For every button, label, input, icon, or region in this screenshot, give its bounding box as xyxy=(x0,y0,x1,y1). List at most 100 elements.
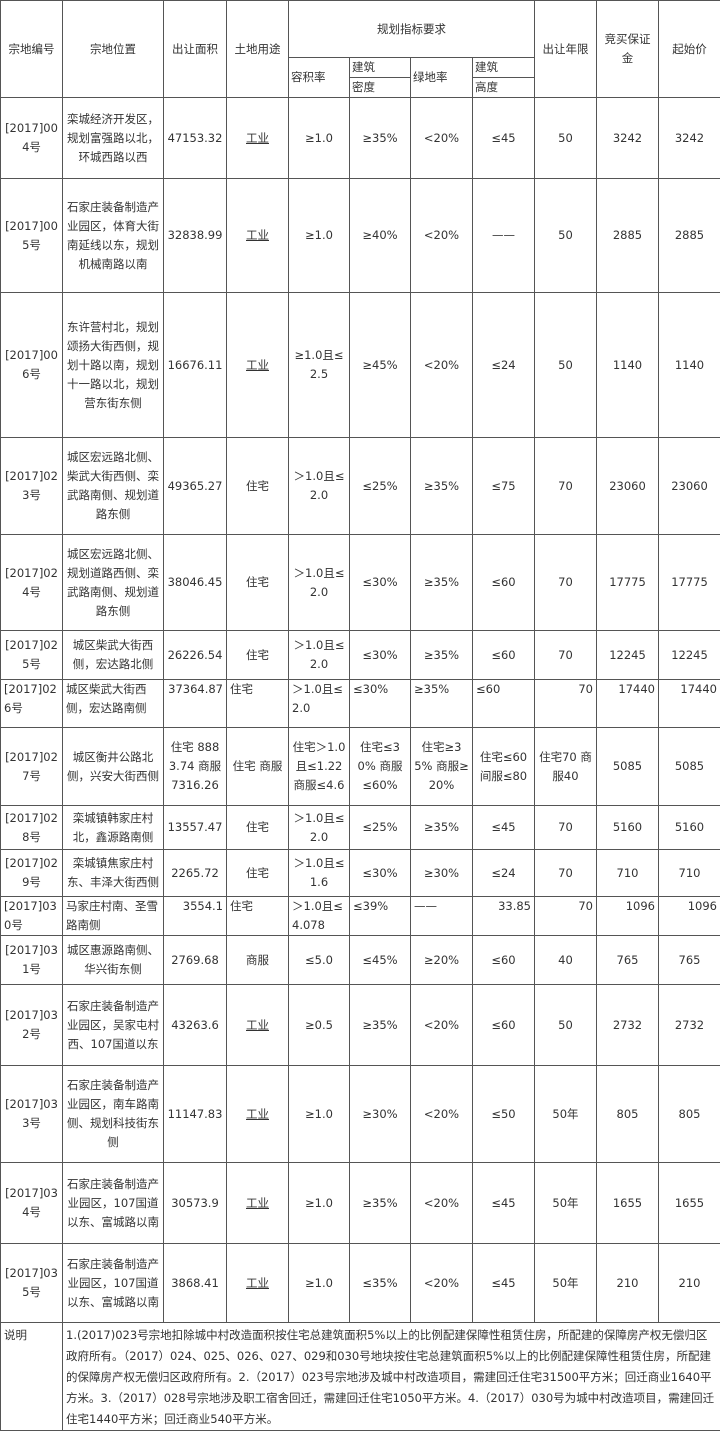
cell-green: <20% xyxy=(411,985,473,1066)
cell-id: [2017]032号 xyxy=(1,985,63,1066)
cell-price: 12245 xyxy=(659,631,720,680)
cell-id: [2017]006号 xyxy=(1,293,63,438)
cell-use: 工业 xyxy=(227,985,289,1066)
cell-use: 住宅 商服 xyxy=(227,728,289,806)
cell-deposit: 17775 xyxy=(597,535,659,631)
cell-use: 工业 xyxy=(227,293,289,438)
cell-id: [2017]027号 xyxy=(1,728,63,806)
cell-price: 765 xyxy=(659,936,720,985)
cell-green: <20% xyxy=(411,179,473,293)
cell-price: 2732 xyxy=(659,985,720,1066)
header-deposit: 竞买保证金 xyxy=(597,1,659,98)
cell-density: ≤30% xyxy=(350,680,411,728)
cell-density: ≤30% xyxy=(350,535,411,631)
cell-height: —— xyxy=(473,179,535,293)
cell-area: 32838.99 xyxy=(164,179,227,293)
header-area: 出让面积 xyxy=(164,1,227,98)
cell-far: ≤5.0 xyxy=(289,936,350,985)
cell-term: 住宅70 商服40 xyxy=(535,728,597,806)
cell-green: ≥20% xyxy=(411,936,473,985)
cell-id: [2017]035号 xyxy=(1,1244,63,1323)
cell-height: ≤45 xyxy=(473,98,535,179)
cell-id: [2017]004号 xyxy=(1,98,63,179)
cell-use: 住宅 xyxy=(227,438,289,535)
cell-height: ≤60 xyxy=(473,631,535,680)
cell-price: 1096 xyxy=(659,897,720,936)
cell-use: 工业 xyxy=(227,1066,289,1163)
cell-id: [2017]033号 xyxy=(1,1066,63,1163)
cell-density: ≤45% xyxy=(350,936,411,985)
cell-density: ≤30% xyxy=(350,850,411,897)
cell-use: 工业 xyxy=(227,179,289,293)
cell-price: 17440 xyxy=(659,680,720,728)
cell-term: 70 xyxy=(535,438,597,535)
cell-location: 石家庄装备制造产业园区，107国道以东、富城路以南 xyxy=(63,1163,164,1244)
cell-area: 3554.1 xyxy=(164,897,227,936)
cell-far: ＞1.0且≤2.0 xyxy=(289,631,350,680)
cell-height: ≤45 xyxy=(473,1244,535,1323)
cell-use: 工业 xyxy=(227,1244,289,1323)
header-use: 土地用途 xyxy=(227,1,289,98)
cell-location: 城区柴武大街西侧，宏达路南侧 xyxy=(63,680,164,728)
cell-term: 50年 xyxy=(535,1066,597,1163)
header-density-top: 建筑 xyxy=(350,58,411,78)
cell-height: ≤60 xyxy=(473,985,535,1066)
cell-use: 商服 xyxy=(227,936,289,985)
header-id: 宗地编号 xyxy=(1,1,63,98)
cell-term: 70 xyxy=(535,850,597,897)
cell-location: 栾城镇焦家庄村东、丰泽大街西侧 xyxy=(63,850,164,897)
cell-far: ≥1.0 xyxy=(289,1163,350,1244)
header-height-bottom: 高度 xyxy=(473,78,535,98)
header-planning: 规划指标要求 xyxy=(289,1,535,58)
cell-area: 11147.83 xyxy=(164,1066,227,1163)
cell-location: 石家庄装备制造产业园区，南车路南侧、规划科技街东侧 xyxy=(63,1066,164,1163)
cell-price: 805 xyxy=(659,1066,720,1163)
cell-price: 3242 xyxy=(659,98,720,179)
cell-far: ≥0.5 xyxy=(289,985,350,1066)
cell-use: 住宅 xyxy=(227,850,289,897)
cell-use: 住宅 xyxy=(227,631,289,680)
cell-far: ＞1.0且≤2.0 xyxy=(289,806,350,850)
cell-density: ≥45% xyxy=(350,293,411,438)
cell-use: 住宅 xyxy=(227,535,289,631)
cell-id: [2017]034号 xyxy=(1,1163,63,1244)
cell-far: ＞1.0且≤1.6 xyxy=(289,850,350,897)
cell-green: <20% xyxy=(411,1163,473,1244)
cell-green: ≥35% xyxy=(411,631,473,680)
table-row: [2017]027号城区衡井公路北侧，兴安大街西侧住宅 8883.74 商服 7… xyxy=(1,728,720,806)
cell-location: 栾城经济开发区，规划富强路以北，环城西路以西 xyxy=(63,98,164,179)
note-row: 说明 1.(2017)023号宗地扣除城中村改造面积按住宅总建筑面积5%以上的比… xyxy=(1,1323,720,1431)
cell-location: 东许营村北，规划颂扬大街西侧，规划十路以南，规划十一路以北，规划营东街东侧 xyxy=(63,293,164,438)
cell-term: 40 xyxy=(535,936,597,985)
cell-deposit: 5085 xyxy=(597,728,659,806)
cell-deposit: 17440 xyxy=(597,680,659,728)
cell-far: 住宅＞1.0且≤1.22 商服≤4.6 xyxy=(289,728,350,806)
cell-term: 70 xyxy=(535,631,597,680)
cell-height: ≤45 xyxy=(473,806,535,850)
note-text: 1.(2017)023号宗地扣除城中村改造面积按住宅总建筑面积5%以上的比例配建… xyxy=(63,1323,720,1431)
cell-height: ≤60 xyxy=(473,936,535,985)
cell-deposit: 765 xyxy=(597,936,659,985)
cell-term: 50 xyxy=(535,293,597,438)
cell-area: 住宅 8883.74 商服 7316.26 xyxy=(164,728,227,806)
cell-density: ≥30% xyxy=(350,1066,411,1163)
cell-height: ≤24 xyxy=(473,293,535,438)
cell-density: ≤35% xyxy=(350,1244,411,1323)
cell-density: ≥35% xyxy=(350,98,411,179)
cell-density: ≥35% xyxy=(350,1163,411,1244)
cell-id: [2017]031号 xyxy=(1,936,63,985)
cell-term: 50 xyxy=(535,179,597,293)
cell-deposit: 710 xyxy=(597,850,659,897)
cell-location: 城区衡井公路北侧，兴安大街西侧 xyxy=(63,728,164,806)
cell-green: ≥30% xyxy=(411,850,473,897)
cell-use: 工业 xyxy=(227,98,289,179)
cell-use: 工业 xyxy=(227,1163,289,1244)
